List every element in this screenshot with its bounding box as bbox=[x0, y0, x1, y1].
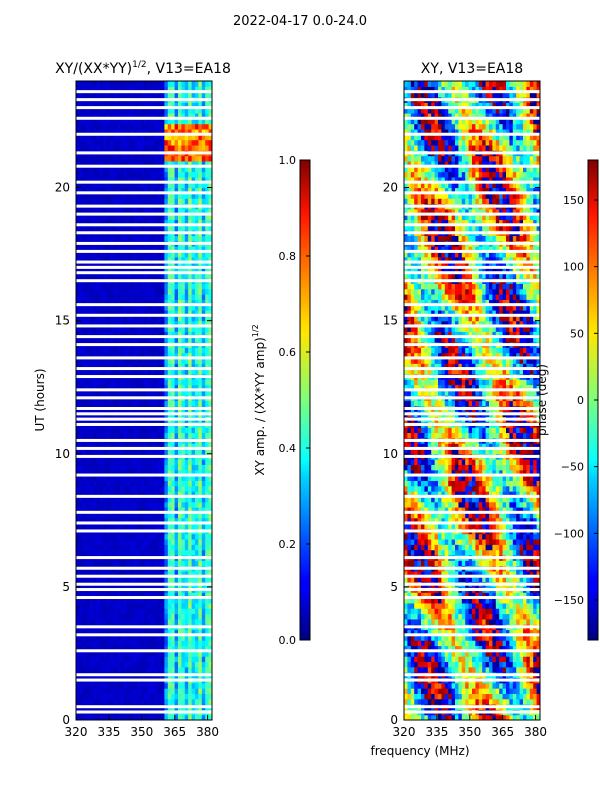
x-tick-label: 380 bbox=[524, 725, 547, 739]
x-tick-label: 335 bbox=[425, 725, 448, 739]
x-tick-label: 380 bbox=[196, 725, 219, 739]
y-tick-label: 20 bbox=[55, 181, 70, 195]
amp-ylabel: UT (hours) bbox=[33, 368, 47, 431]
amp-heatmap bbox=[76, 81, 212, 720]
colorbar-tick-label: 0.0 bbox=[279, 634, 297, 647]
colorbar-tick-label: −150 bbox=[554, 594, 584, 607]
x-tick-label: 350 bbox=[130, 725, 153, 739]
amplitude-panel: XY/(XX*YY)1/2, V13=EA18 320 335 350 365 380 0… bbox=[33, 60, 231, 739]
colorbar-tick-label: 0 bbox=[577, 394, 584, 407]
amp-colorbar-ticks: 0.0 0.2 0.4 0.6 0.8 1.0 bbox=[279, 154, 310, 647]
phase-colorbar-ticks: −150 −100 −50 0 50 100 150 bbox=[554, 194, 598, 607]
x-tick-label: 320 bbox=[393, 725, 416, 739]
colorbar-tick-label: −100 bbox=[554, 527, 584, 540]
y-tick-label: 10 bbox=[383, 447, 398, 461]
figure-suptitle: 2022-04-17 0.0-24.0 bbox=[233, 14, 367, 29]
colorbar-tick-label: −50 bbox=[561, 461, 584, 474]
phase-plot-frame bbox=[403, 80, 541, 721]
colorbar-tick-label: 0.8 bbox=[279, 250, 297, 263]
y-tick-label: 10 bbox=[55, 447, 70, 461]
colorbar-tick-label: 50 bbox=[570, 327, 584, 340]
colorbar-tick-label: 100 bbox=[563, 261, 584, 274]
phase-heatmap bbox=[404, 81, 540, 720]
colorbar-tick-label: 150 bbox=[563, 194, 584, 207]
colorbar-tick-label: 1.0 bbox=[279, 154, 297, 167]
x-tick-label: 365 bbox=[163, 725, 186, 739]
y-tick-label: 15 bbox=[383, 314, 398, 328]
amp-colorbar-label: XY amp. / (XX*YY amp)1/2 bbox=[251, 324, 267, 475]
amp-panel-title: XY/(XX*YY)1/2, V13=EA18 bbox=[55, 60, 231, 77]
colorbar-tick-label: 0.6 bbox=[279, 346, 297, 359]
phase-panel: XY, V13=EA18 320 335 350 365 380 0 5 10 15 20 bbox=[383, 61, 547, 739]
colorbar-tick-label: 0.2 bbox=[279, 538, 297, 551]
amp-plot-frame bbox=[75, 80, 213, 721]
phase-panel-title: XY, V13=EA18 bbox=[421, 61, 523, 77]
x-tick-label: 320 bbox=[65, 725, 88, 739]
amp-axis-ticks: 320 335 350 365 380 0 5 10 15 20 bbox=[55, 181, 219, 740]
y-tick-label: 20 bbox=[383, 181, 398, 195]
y-tick-label: 5 bbox=[62, 580, 70, 594]
y-tick-label: 0 bbox=[62, 713, 70, 727]
amp-colorbar: 0.0 0.2 0.4 0.6 0.8 1.0 XY amp. / (XX*YY amp)… bbox=[251, 154, 311, 647]
y-tick-label: 15 bbox=[55, 314, 70, 328]
phase-colorbar-label: phase (deg) bbox=[535, 364, 549, 436]
y-tick-label: 5 bbox=[390, 580, 398, 594]
x-tick-label: 350 bbox=[458, 725, 481, 739]
y-tick-label: 0 bbox=[390, 713, 398, 727]
shared-xlabel: frequency (MHz) bbox=[370, 744, 469, 758]
x-tick-label: 365 bbox=[491, 725, 514, 739]
amp-colorbar-gradient bbox=[299, 159, 311, 641]
x-tick-label: 335 bbox=[97, 725, 120, 739]
colorbar-tick-label: 0.4 bbox=[279, 442, 297, 455]
phase-colorbar: −150 −100 −50 0 50 100 150 phase (deg) bbox=[535, 159, 599, 641]
phase-axis-ticks: 320 335 350 365 380 0 5 10 15 20 bbox=[383, 181, 547, 740]
